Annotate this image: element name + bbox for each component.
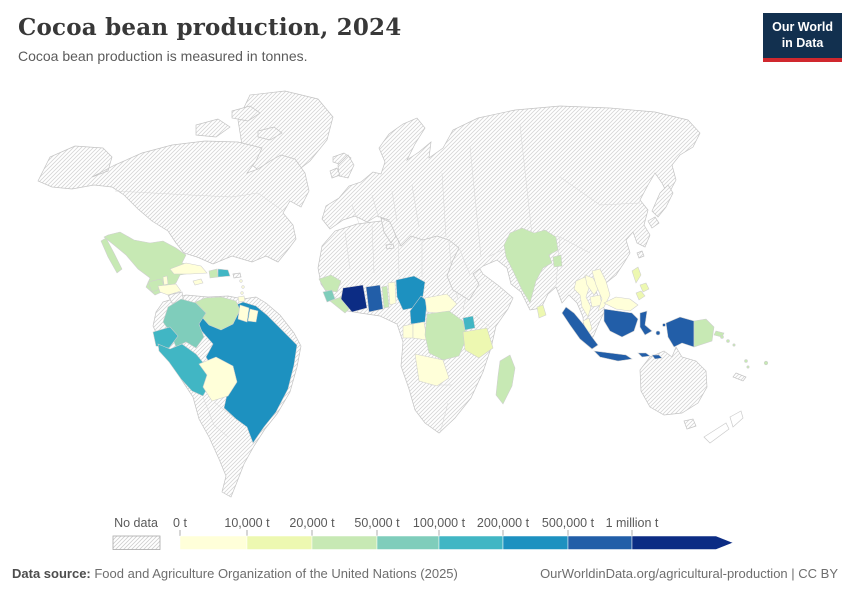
country-ecuador[interactable] <box>152 326 179 349</box>
owid-url-link[interactable]: OurWorldinData.org/agricultural-producti… <box>540 566 838 581</box>
country-philippines[interactable] <box>631 266 642 284</box>
legend-color-bar <box>179 535 734 550</box>
country-honduras[interactable] <box>157 283 182 296</box>
country-indonesia[interactable] <box>561 306 599 350</box>
country-jamaica[interactable] <box>192 278 204 286</box>
country-madagascar[interactable] <box>495 354 516 405</box>
region-north-america <box>37 140 310 265</box>
chart-subtitle: Cocoa bean production is measured in ton… <box>18 48 308 64</box>
svg-text:100,000 t: 100,000 t <box>413 516 466 530</box>
legend-bin-4[interactable] <box>438 535 504 550</box>
country-uganda[interactable] <box>462 315 476 331</box>
region-eurasia <box>321 105 701 345</box>
chart-header: Cocoa bean production, 2024 Cocoa bean p… <box>18 14 758 64</box>
page-title: Cocoa bean production, 2024 <box>18 14 402 41</box>
country-dominican-republic[interactable] <box>217 268 231 278</box>
country-angola[interactable] <box>414 353 450 387</box>
region-australia <box>639 346 708 416</box>
legend-bin-0[interactable] <box>179 535 248 550</box>
svg-text:20,000 t: 20,000 t <box>289 516 335 530</box>
legend-bin-7[interactable] <box>631 535 734 550</box>
no-data-swatch[interactable] <box>112 535 161 550</box>
country-bangladesh[interactable] <box>552 254 563 268</box>
country-trinidad[interactable] <box>237 295 246 303</box>
data-source: Data source: Food and Agriculture Organi… <box>12 566 458 581</box>
country-haiti[interactable] <box>208 268 219 279</box>
country-suriname[interactable] <box>247 308 259 323</box>
country-laos[interactable] <box>584 274 600 296</box>
svg-text:200,000 t: 200,000 t <box>477 516 530 530</box>
country-cote-divoire[interactable] <box>340 284 368 313</box>
country-cameroon[interactable] <box>409 295 428 325</box>
legend-bin-5[interactable] <box>502 535 569 550</box>
legend-bin-3[interactable] <box>376 535 440 550</box>
no-data-label: No data <box>114 516 158 530</box>
country-gabon[interactable] <box>402 323 414 339</box>
country-fiji[interactable] <box>763 360 769 366</box>
country-drc[interactable] <box>424 310 468 361</box>
legend-bin-1[interactable] <box>246 535 313 550</box>
country-guinea[interactable] <box>318 274 342 293</box>
country-belize[interactable] <box>162 275 169 286</box>
country-india[interactable] <box>503 227 559 304</box>
country-car[interactable] <box>424 293 458 315</box>
owid-logo[interactable]: Our World in Data <box>763 13 842 62</box>
country-togo[interactable] <box>381 285 390 309</box>
legend-tick-labels: 0 t 10,000 t 20,000 t 50,000 t 100,000 t… <box>173 516 659 530</box>
country-mexico[interactable] <box>103 231 192 296</box>
country-bolivia[interactable] <box>198 356 238 402</box>
country-papua-new-guinea[interactable] <box>693 318 715 348</box>
country-vanuatu[interactable] <box>744 359 748 363</box>
chart-footer: Data source: Food and Agriculture Organi… <box>0 566 850 581</box>
legend-bin-6[interactable] <box>567 535 633 550</box>
legend-ticks <box>179 530 633 536</box>
owid-logo-line2: in Data <box>781 36 824 51</box>
country-solomon-islands[interactable] <box>720 335 724 339</box>
country-sri-lanka[interactable] <box>536 304 547 319</box>
legend-svg: No data 0 t 10,000 t 20,000 t 50,000 t 1… <box>112 516 734 550</box>
country-vietnam[interactable] <box>591 268 611 312</box>
country-benin[interactable] <box>387 281 397 306</box>
data-source-label: Data source: <box>12 566 91 581</box>
country-tanzania[interactable] <box>462 327 494 359</box>
data-countries <box>100 227 769 444</box>
svg-text:500,000 t: 500,000 t <box>542 516 595 530</box>
svg-text:50,000 t: 50,000 t <box>354 516 400 530</box>
data-source-text: Food and Agriculture Organization of the… <box>90 566 458 581</box>
country-ghana[interactable] <box>365 284 384 313</box>
world-map <box>0 85 850 510</box>
country-venezuela[interactable] <box>190 296 241 331</box>
region-new-zealand <box>729 410 744 428</box>
owid-logo-line1: Our World <box>772 20 833 34</box>
legend-bin-2[interactable] <box>311 535 378 550</box>
svg-text:10,000 t: 10,000 t <box>224 516 270 530</box>
svg-text:1 million t: 1 million t <box>606 516 659 530</box>
country-cuba[interactable] <box>169 262 208 275</box>
map-legend: No data 0 t 10,000 t 20,000 t 50,000 t 1… <box>0 505 850 560</box>
region-japan <box>651 184 674 218</box>
choropleth-map-svg <box>37 90 769 498</box>
country-guyana[interactable] <box>237 304 250 323</box>
svg-text:0 t: 0 t <box>173 516 187 530</box>
